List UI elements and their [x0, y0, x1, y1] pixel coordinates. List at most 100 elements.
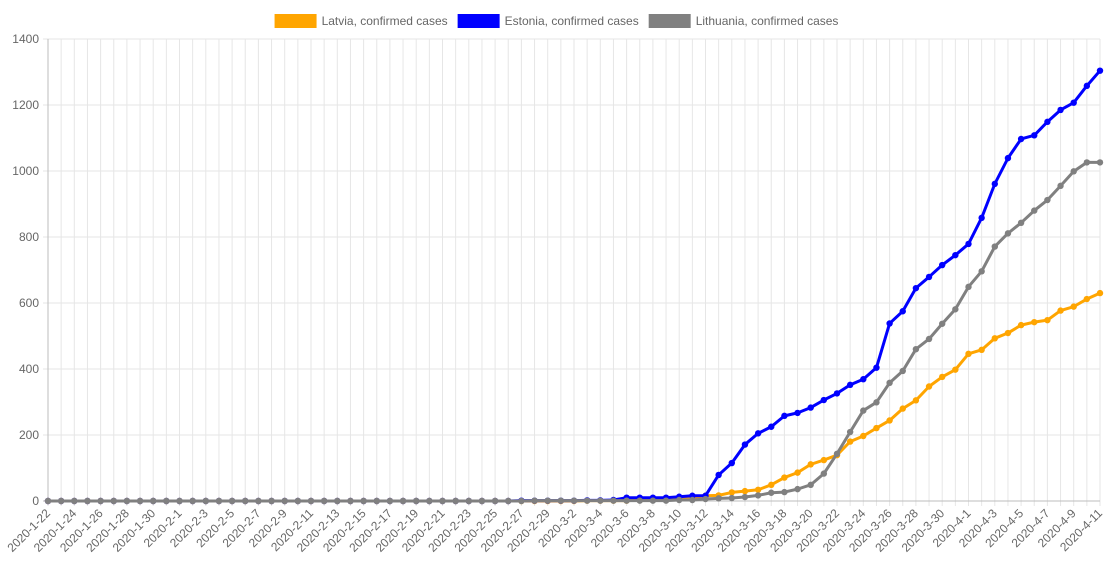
data-point[interactable] — [1017, 219, 1025, 227]
data-point[interactable] — [202, 497, 209, 505]
data-point[interactable] — [873, 364, 880, 371]
data-point[interactable] — [754, 486, 762, 493]
data-point[interactable] — [1096, 289, 1104, 297]
data-point[interactable] — [1044, 118, 1051, 126]
data-point[interactable] — [255, 497, 262, 505]
data-point[interactable] — [899, 308, 906, 315]
data-point[interactable] — [1083, 295, 1091, 303]
legend-item[interactable]: Estonia, confirmed cases — [457, 14, 639, 28]
data-point[interactable] — [386, 497, 394, 505]
data-point[interactable] — [1057, 307, 1064, 314]
data-point[interactable] — [741, 493, 749, 501]
data-point[interactable] — [544, 497, 551, 504]
data-point[interactable] — [794, 485, 801, 493]
data-point[interactable] — [860, 376, 867, 383]
data-point[interactable] — [57, 497, 65, 505]
data-point[interactable] — [728, 459, 735, 467]
data-point[interactable] — [728, 494, 735, 502]
data-point[interactable] — [44, 497, 52, 505]
data-point[interactable] — [741, 487, 749, 495]
data-point[interactable] — [150, 497, 157, 505]
data-point[interactable] — [965, 350, 972, 358]
data-point[interactable] — [873, 424, 880, 432]
data-point[interactable] — [1004, 154, 1012, 162]
data-point[interactable] — [991, 243, 998, 250]
data-point[interactable] — [952, 251, 959, 259]
data-point[interactable] — [413, 497, 420, 505]
data-point[interactable] — [320, 497, 328, 505]
data-point[interactable] — [1004, 329, 1012, 337]
data-point[interactable] — [1004, 230, 1012, 237]
data-point[interactable] — [570, 497, 578, 504]
data-point[interactable] — [373, 497, 380, 505]
data-point[interactable] — [978, 268, 985, 275]
data-point[interactable] — [136, 497, 144, 505]
data-point[interactable] — [820, 470, 828, 477]
data-point[interactable] — [1031, 207, 1038, 214]
data-point[interactable] — [228, 497, 236, 505]
data-point[interactable] — [939, 320, 946, 327]
data-point[interactable] — [873, 399, 880, 406]
data-point[interactable] — [978, 214, 985, 222]
data-point[interactable] — [794, 469, 801, 476]
data-point[interactable] — [754, 430, 762, 437]
data-point[interactable] — [676, 496, 683, 504]
data-point[interactable] — [939, 261, 946, 269]
data-point[interactable] — [1096, 159, 1104, 166]
data-point[interactable] — [426, 497, 433, 505]
data-point[interactable] — [886, 379, 893, 387]
data-point[interactable] — [781, 488, 788, 496]
data-point[interactable] — [754, 492, 762, 499]
data-point[interactable] — [846, 428, 854, 436]
data-point[interactable] — [807, 461, 814, 468]
data-point[interactable] — [952, 366, 959, 373]
data-point[interactable] — [807, 404, 814, 411]
data-point[interactable] — [768, 481, 775, 489]
data-point[interactable] — [965, 240, 972, 248]
data-point[interactable] — [636, 497, 643, 504]
data-point[interactable] — [215, 497, 223, 505]
data-point[interactable] — [925, 273, 933, 281]
data-point[interactable] — [741, 441, 749, 448]
data-point[interactable] — [991, 335, 998, 342]
data-point[interactable] — [163, 497, 170, 505]
data-point[interactable] — [71, 497, 78, 505]
data-point[interactable] — [649, 497, 657, 504]
data-point[interactable] — [1044, 196, 1051, 204]
data-point[interactable] — [965, 283, 972, 291]
data-point[interactable] — [1017, 135, 1025, 143]
data-point[interactable] — [833, 450, 841, 458]
data-point[interactable] — [452, 497, 459, 505]
data-point[interactable] — [623, 497, 630, 504]
data-point[interactable] — [610, 497, 617, 504]
data-point[interactable] — [912, 284, 920, 292]
data-point[interactable] — [662, 497, 670, 504]
data-point[interactable] — [702, 495, 709, 503]
data-point[interactable] — [189, 497, 196, 505]
data-point[interactable] — [689, 496, 696, 504]
data-point[interactable] — [465, 497, 472, 505]
data-point[interactable] — [846, 438, 854, 445]
data-point[interactable] — [1083, 82, 1091, 90]
data-point[interactable] — [991, 180, 998, 188]
data-point[interactable] — [557, 497, 565, 504]
data-point[interactable] — [925, 335, 933, 343]
data-point[interactable] — [110, 497, 117, 505]
data-point[interactable] — [886, 320, 893, 327]
data-point[interactable] — [1044, 316, 1051, 324]
data-point[interactable] — [1096, 67, 1104, 74]
data-point[interactable] — [294, 497, 302, 505]
data-point[interactable] — [399, 497, 407, 505]
data-point[interactable] — [1057, 106, 1064, 114]
data-point[interactable] — [1070, 168, 1077, 175]
data-point[interactable] — [1031, 132, 1038, 139]
data-point[interactable] — [768, 489, 775, 496]
data-point[interactable] — [1070, 303, 1077, 310]
data-point[interactable] — [334, 497, 341, 505]
data-point[interactable] — [531, 497, 538, 504]
legend[interactable]: Latvia, confirmed cases Estonia, confirme… — [274, 14, 839, 28]
data-point[interactable] — [860, 407, 867, 414]
data-point[interactable] — [1017, 321, 1025, 329]
data-point[interactable] — [886, 417, 893, 424]
data-point[interactable] — [781, 412, 788, 420]
